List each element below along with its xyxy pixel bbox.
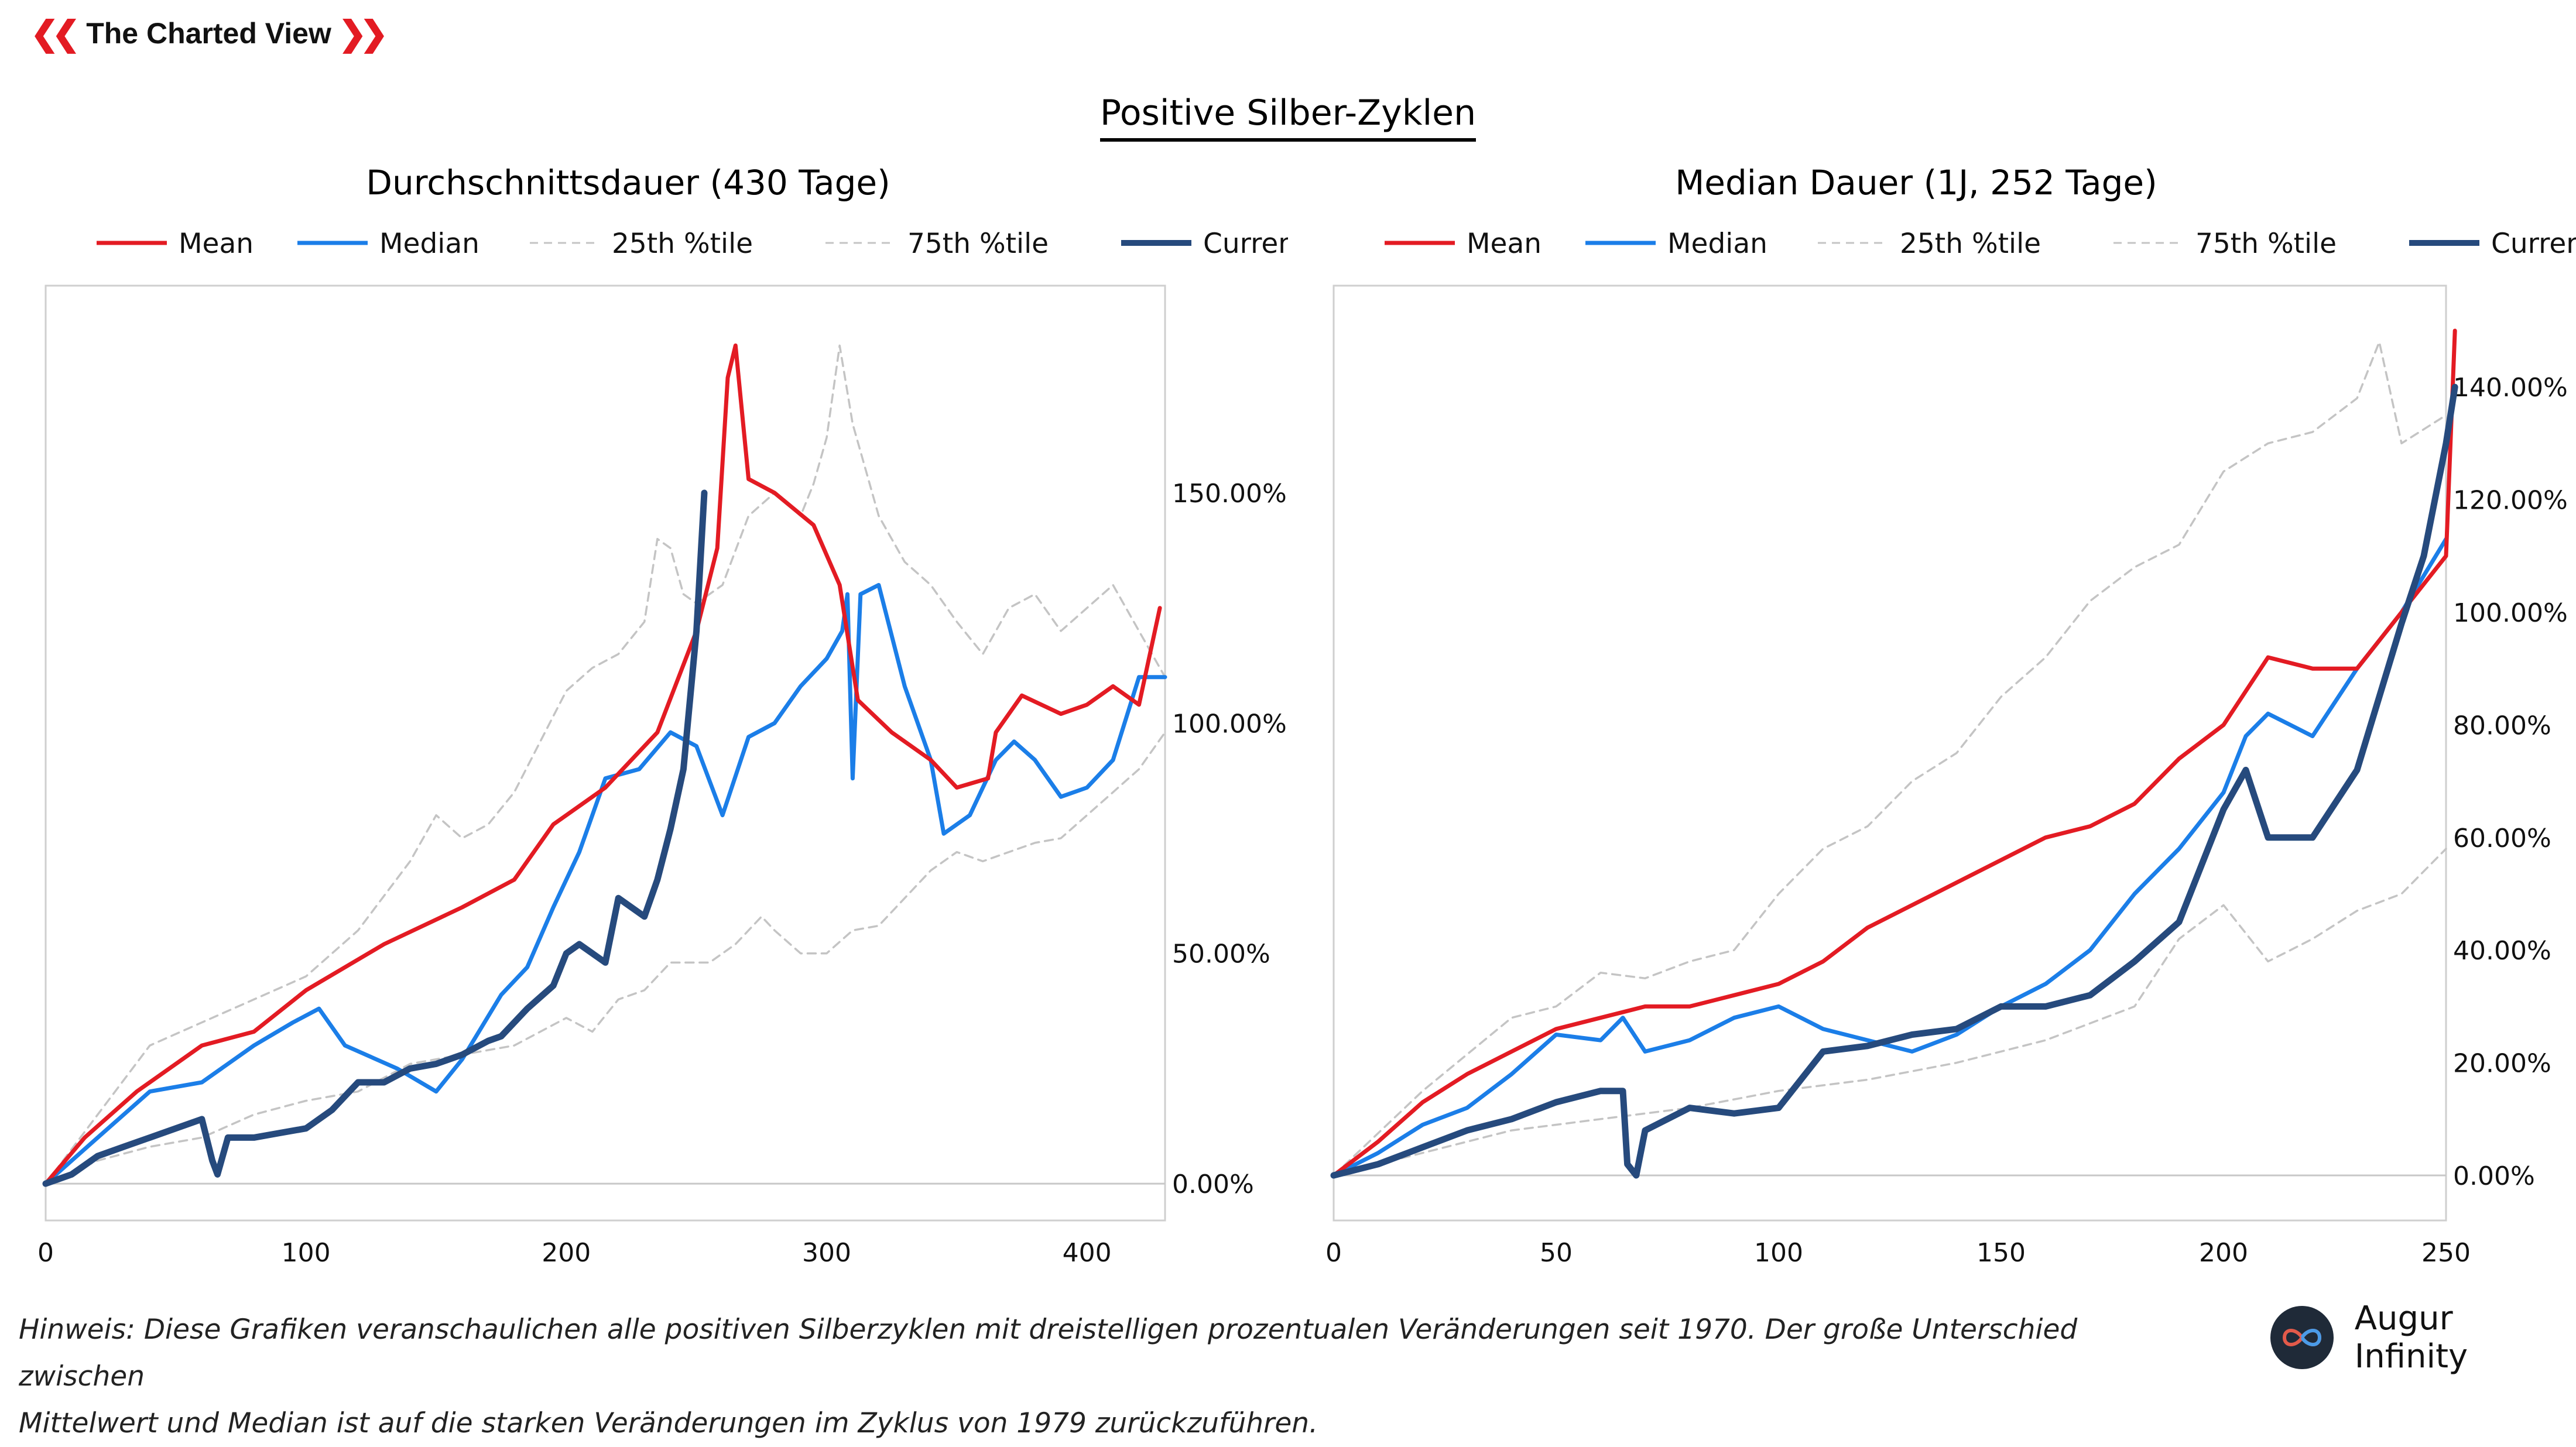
y-tick-label: 20.00%	[2453, 1049, 2551, 1079]
legend-item-p25: 25th %tile	[1818, 228, 2041, 260]
brand-name: The Charted View	[86, 17, 331, 50]
series-line-current	[1330, 383, 2458, 1179]
plot-frame	[44, 284, 1166, 1222]
legend-label-p75: 75th %tile	[907, 228, 1049, 260]
logo-name: Augur Infinity	[2354, 1299, 2468, 1376]
legend-item-median: Median	[1585, 228, 1767, 260]
page-title: Positive Silber-Zyklen	[1099, 92, 1477, 142]
legend-label-mean: Mean	[179, 228, 254, 260]
legend-item-p75: 75th %tile	[825, 228, 1049, 260]
x-tick-label: 250	[2421, 1238, 2471, 1268]
y-tick-label: 0.00%	[2453, 1161, 2535, 1191]
series-line-mean	[43, 343, 1162, 1186]
brand-logo: ❮❮ The Charted View ❯❯	[30, 13, 388, 54]
y-tick-label: 50.00%	[1172, 939, 1270, 969]
x-tick-label: 200	[2199, 1238, 2248, 1268]
y-tick-label: 100.00%	[2453, 598, 2568, 628]
legend-label-median: Median	[1667, 228, 1767, 260]
footnote-line-1: Hinweis: Diese Grafiken veranschaulichen…	[19, 1314, 2078, 1393]
legend-item-p25: 25th %tile	[530, 228, 753, 260]
legend-item-median: Median	[297, 228, 479, 260]
page-title-wrap: Positive Silber-Zyklen	[0, 92, 2576, 142]
x-tick-label: 100	[1754, 1238, 1803, 1268]
y-tick-label: 60.00%	[2453, 824, 2551, 853]
series-line-p25	[44, 731, 1166, 1185]
x-tick-label: 200	[542, 1238, 591, 1268]
x-tick-label: 300	[802, 1238, 851, 1268]
plot-frame	[1332, 284, 2447, 1222]
legend-label-current: Current	[2491, 228, 2576, 260]
legend-item-current: Current	[1121, 228, 1288, 260]
legend-item-p75: 75th %tile	[2113, 228, 2337, 260]
legend-item-mean: Mean	[1385, 228, 1542, 260]
series-line-p25	[1332, 848, 2447, 1177]
series-line-p75	[44, 344, 1166, 1185]
series-line-median	[43, 582, 1167, 1186]
y-tick-label: 80.00%	[2453, 711, 2551, 740]
x-tick-label: 0	[37, 1238, 54, 1268]
chart-2: Mean Median 25th %tile 75th %tile Current 0.0…	[1325, 228, 2576, 1268]
legend-label-median: Median	[379, 228, 479, 260]
y-tick-label: 150.00%	[1172, 479, 1287, 509]
legend-label-current: Current	[1203, 228, 1288, 260]
y-tick-label: 40.00%	[2453, 936, 2551, 966]
infinity-icon	[2270, 1306, 2334, 1369]
footnote: Hinweis: Diese Grafiken veranschaulichen…	[19, 1307, 2126, 1447]
legend-label-p25: 25th %tile	[1900, 228, 2041, 260]
x-tick-label: 0	[1325, 1238, 1342, 1268]
legend-label-p75: 75th %tile	[2195, 228, 2337, 260]
series-line-median	[1331, 537, 2448, 1178]
footnote-line-2: Mittelwert und Median ist auf die starke…	[19, 1407, 1318, 1439]
x-tick-label: 150	[1976, 1238, 2026, 1268]
legend-item-current: Current	[2409, 228, 2576, 260]
legend-label-p25: 25th %tile	[612, 228, 753, 260]
legend-item-mean: Mean	[97, 228, 254, 260]
y-tick-label: 140.00%	[2453, 373, 2568, 403]
y-tick-label: 0.00%	[1172, 1170, 1254, 1199]
chart-1: Mean Median 25th %tile 75th %tile Current 0.0…	[37, 228, 1288, 1268]
x-tick-label: 400	[1063, 1238, 1112, 1268]
series-line-mean	[1331, 328, 2457, 1178]
chevron-left-icon: ❮❮	[30, 15, 80, 53]
augur-logo: Augur Infinity	[2270, 1299, 2576, 1376]
legend-label-mean: Mean	[1467, 228, 1542, 260]
series-line-p75	[1332, 341, 2447, 1177]
x-tick-label: 50	[1540, 1238, 1573, 1268]
chart-2-title: Median Dauer (1J, 252 Tage)	[1675, 163, 2157, 203]
x-tick-label: 100	[282, 1238, 331, 1268]
series-line-current	[42, 489, 708, 1187]
chevron-right-icon: ❯❯	[338, 15, 388, 53]
y-tick-label: 100.00%	[1172, 709, 1287, 739]
chart-1-title: Durchschnittsdauer (430 Tage)	[366, 163, 890, 203]
y-tick-label: 120.00%	[2453, 486, 2568, 516]
